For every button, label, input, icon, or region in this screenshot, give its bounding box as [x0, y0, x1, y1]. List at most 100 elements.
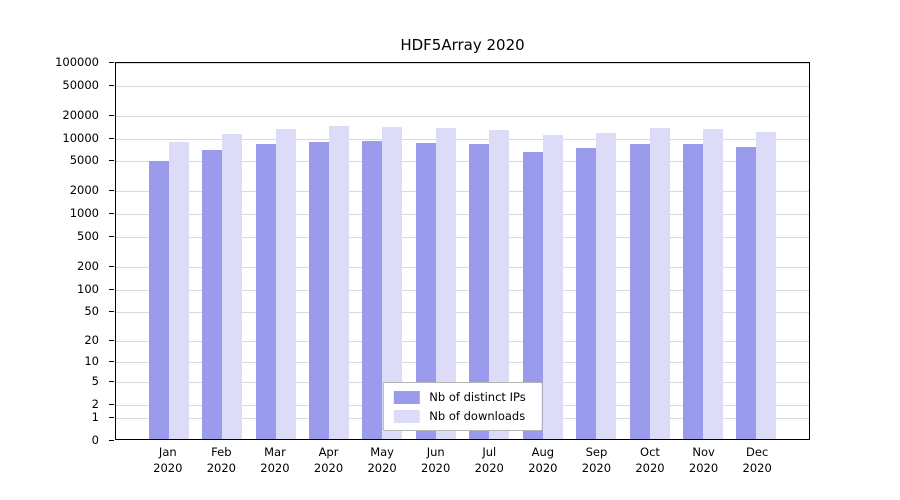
legend-item-downloads: Nb of downloads — [393, 409, 525, 423]
y-tick-label: 0 — [91, 433, 99, 447]
y-tick-label: 10 — [84, 354, 99, 369]
x-tick-label-mar: Mar 2020 — [260, 445, 290, 476]
y-tick-label: 10000 — [62, 130, 99, 145]
bar-distinct-ips-mar — [255, 143, 276, 439]
y-tick-mark — [109, 190, 114, 192]
gridline — [116, 138, 809, 140]
gridline — [116, 63, 809, 64]
bar-downloads-oct — [649, 128, 670, 439]
legend-item-distinct-ips: Nb of distinct IPs — [393, 390, 526, 404]
y-tick-mark — [109, 381, 114, 383]
bar-group-sep — [569, 63, 622, 439]
gridline — [116, 311, 809, 313]
y-tick-mark — [109, 340, 114, 341]
y-tick-mark — [109, 440, 114, 441]
y-tick-mark — [109, 84, 114, 86]
bar-downloads-aug — [542, 135, 563, 439]
x-tick-label-jan: Jan 2020 — [153, 445, 183, 476]
x-tick-label-may: May 2020 — [367, 445, 397, 476]
bars-container — [116, 63, 809, 439]
bar-distinct-ips-feb — [202, 150, 223, 439]
y-tick-mark — [109, 114, 114, 116]
bar-group-oct — [623, 63, 676, 439]
bar-distinct-ips-may — [362, 141, 383, 439]
bar-group-jun — [409, 63, 462, 439]
y-tick-mark — [109, 235, 114, 237]
y-tick-mark — [109, 137, 114, 139]
x-axis-tick-labels: Jan 2020 Feb 2020 Mar 2020 Apr 2020 May 2020 Jun 20… — [115, 444, 810, 476]
bar-downloads-jun — [435, 127, 456, 439]
gridline — [116, 289, 809, 291]
x-tick-label-feb: Feb 2020 — [206, 445, 236, 476]
legend-swatch-distinct-ips — [393, 390, 420, 404]
y-tick-mark — [109, 361, 114, 363]
bar-downloads-feb — [222, 133, 243, 439]
y-tick-mark — [109, 288, 114, 290]
bar-downloads-may — [382, 127, 403, 439]
y-tick-label: 20 — [84, 333, 99, 347]
x-tick-label-oct: Oct 2020 — [635, 445, 665, 476]
y-axis-tick-labels: 0 1 2 5 10 20 50 100 200 500 1000 2000 5000 10000 2000… — [0, 55, 115, 447]
bar-group-dec — [730, 63, 783, 439]
bar-distinct-ips-jul — [469, 143, 490, 439]
gridline — [116, 85, 809, 87]
chart-title: HDF5Array 2020 — [400, 36, 525, 54]
bar-group-apr — [302, 63, 355, 439]
y-tick-mark — [109, 62, 114, 63]
bar-distinct-ips-oct — [629, 144, 650, 439]
y-tick-label: 100 — [77, 281, 99, 296]
x-tick-label-apr: Apr 2020 — [313, 445, 344, 476]
y-tick-label: 2 — [91, 396, 99, 411]
bar-distinct-ips-apr — [308, 142, 329, 439]
bar-downloads-jul — [489, 129, 510, 439]
y-tick-mark — [109, 310, 114, 312]
bar-distinct-ips-nov — [682, 144, 703, 439]
y-tick-label: 1000 — [69, 206, 99, 221]
x-tick-label-sep: Sep 2020 — [581, 445, 612, 476]
x-tick-label-nov: Nov 2020 — [688, 445, 719, 476]
bar-group-jul — [463, 63, 516, 439]
bar-distinct-ips-jan — [148, 161, 169, 439]
y-tick-label: 500 — [77, 228, 99, 243]
y-tick-mark — [109, 265, 114, 267]
bar-downloads-sep — [596, 133, 617, 439]
y-tick-label: 2000 — [69, 183, 99, 198]
bar-group-mar — [249, 63, 302, 439]
x-tick-label-dec: Dec 2020 — [742, 445, 772, 476]
bar-group-feb — [195, 63, 248, 439]
gridline — [116, 236, 809, 238]
legend-label-distinct-ips: Nb of distinct IPs — [429, 390, 526, 404]
legend-label-downloads: Nb of downloads — [429, 409, 526, 423]
plot-area: Nb of distinct IPs Nb of downloads — [115, 62, 810, 440]
gridline — [116, 266, 809, 268]
x-tick-label-jul: Jul 2020 — [474, 445, 504, 476]
y-tick-mark — [109, 213, 114, 215]
gridline — [116, 115, 809, 117]
y-tick-mark — [109, 403, 114, 405]
gridline — [116, 341, 809, 342]
bar-group-may — [356, 63, 409, 439]
bar-group-aug — [516, 63, 569, 439]
y-tick-label: 5 — [91, 374, 99, 389]
legend: Nb of distinct IPs Nb of downloads — [382, 382, 543, 431]
bar-group-jan — [142, 63, 195, 439]
bar-distinct-ips-jun — [415, 142, 436, 439]
bar-downloads-dec — [756, 132, 777, 439]
gridline — [116, 191, 809, 193]
y-tick-mark — [109, 417, 114, 419]
bar-distinct-ips-aug — [522, 151, 543, 439]
bar-group-nov — [676, 63, 729, 439]
bar-distinct-ips-dec — [736, 146, 757, 439]
y-tick-label: 200 — [77, 258, 99, 273]
bar-downloads-nov — [702, 128, 723, 439]
y-tick-label: 50000 — [62, 77, 99, 92]
y-tick-label: 1 — [91, 410, 99, 425]
y-tick-label: 20000 — [62, 107, 99, 122]
legend-swatch-downloads — [393, 409, 420, 423]
y-tick-label: 100000 — [55, 55, 99, 69]
gridline — [116, 161, 809, 163]
bar-downloads-apr — [328, 125, 349, 439]
gridline — [116, 214, 809, 216]
x-tick-label-aug: Aug 2020 — [528, 445, 558, 476]
